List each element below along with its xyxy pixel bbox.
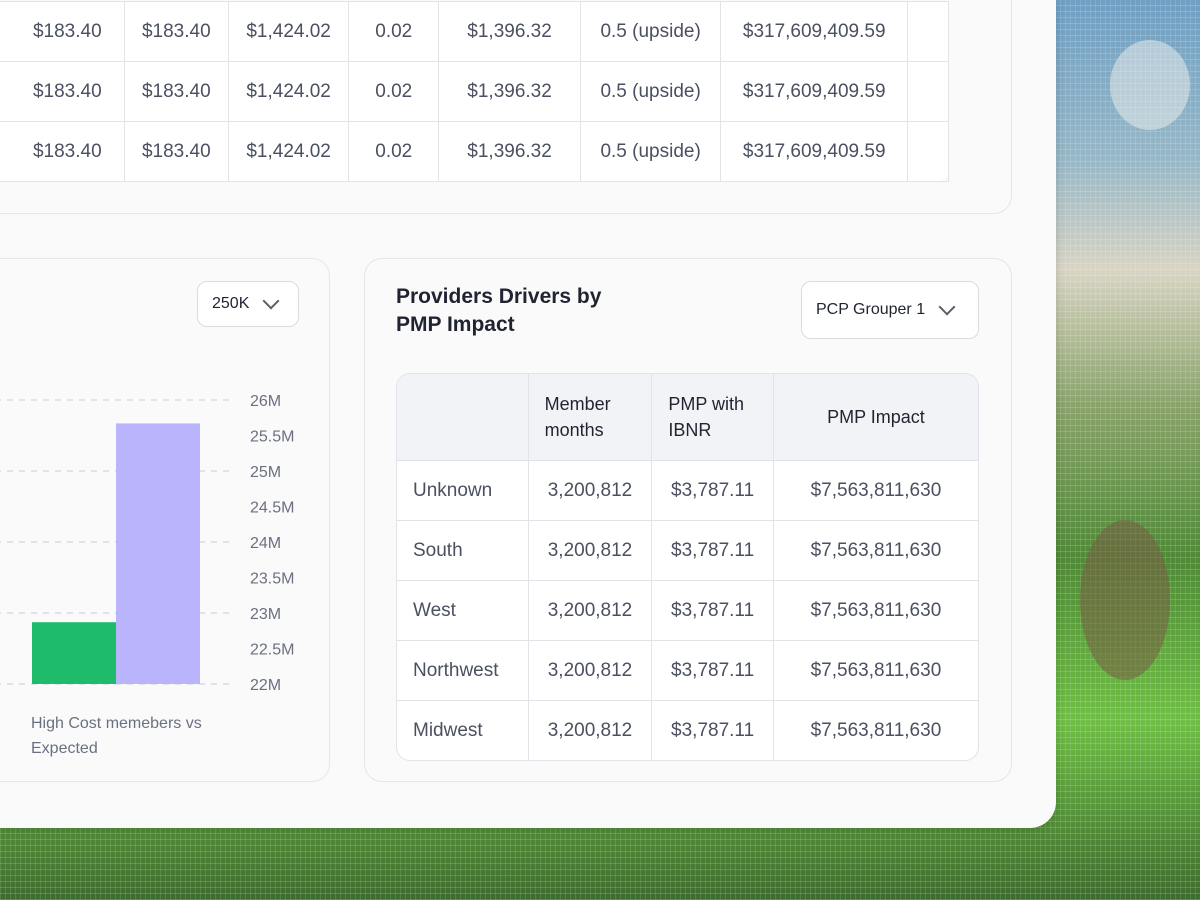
cell-pmp-impact: $7,563,811,630 — [810, 719, 942, 741]
backdrop-rock — [1080, 520, 1170, 680]
table-cell: $183.40 — [123, 121, 229, 182]
table-row: $183.40 $183.40 $1,424.02 0.02 $1,396.32 0.5 … — [0, 121, 949, 182]
table-cell: $1,424.02 — [227, 61, 350, 122]
table-cell: 0.02 — [348, 121, 440, 182]
table-cell: $317,609,409.59 — [720, 1, 909, 62]
chart-caption: High Cost memebers vs Expected — [31, 715, 202, 757]
y-tick-label: 22.5M — [250, 642, 294, 659]
metrics-table-card: $183.40 $183.40 $1,424.02 0.02 $1,396.32 0.5 … — [0, 0, 1012, 214]
threshold-dropdown[interactable]: 250K — [197, 281, 299, 327]
y-tick-label: 22M — [250, 677, 281, 694]
backdrop-rock — [1110, 40, 1190, 130]
y-tick-label: 25M — [250, 464, 281, 481]
table-cell: $1,396.32 — [438, 61, 581, 122]
cell-name: West — [397, 581, 529, 641]
metrics-table: $183.40 $183.40 $1,424.02 0.02 $1,396.32 0.5 … — [0, 1, 949, 182]
table-cell: 0.02 — [348, 1, 440, 62]
dashboard-panel: $183.40 $183.40 $1,424.02 0.02 $1,396.32 0.5 … — [0, 0, 1012, 782]
cell-name: Northwest — [397, 641, 529, 701]
cell-pmp-impact: $7,563,811,630 — [773, 461, 978, 521]
providers-title: Providers Drivers by PMP Impact — [396, 285, 602, 336]
providers-table-header: Member months PMP with IBNR PMP Impact — [397, 374, 978, 461]
table-cell-empty — [907, 121, 949, 182]
table-cell-empty — [907, 1, 949, 62]
cell-pmp-ibnr: $3,787.11 — [652, 581, 774, 641]
grouper-dropdown[interactable]: PCP Grouper 1 — [801, 281, 979, 339]
table-cell: 0.02 — [348, 61, 440, 122]
table-row: West 3,200,812 $3,787.11 $7,563,811,630 — [397, 581, 978, 641]
providers-drivers-card: Providers Drivers by PMP Impact PCP Grou… — [364, 258, 1012, 782]
y-tick-label: 23M — [250, 606, 281, 623]
cell-name: Midwest — [397, 701, 529, 760]
table-cell: $317,609,409.59 — [720, 121, 909, 182]
chart-bar[interactable] — [32, 622, 116, 684]
table-row: Midwest 3,200,812 $3,787.11 $7,563,811,630 — [397, 701, 978, 760]
cell-name: Unknown — [397, 461, 529, 521]
table-cell: $183.40 — [123, 1, 229, 62]
grouper-dropdown-value: PCP Grouper 1 — [816, 301, 926, 318]
cell-pmp-ibnr: $3,787.11 — [652, 521, 774, 581]
high-cost-chart-card: 250K 26M 25.5M 25M 24.5M 24M 23.5M 23M 22.5M 22M… — [0, 258, 330, 782]
chevron-down-icon — [938, 298, 956, 316]
table-cell: $1,424.02 — [227, 1, 350, 62]
high-cost-bar-chart: 26M 25.5M 25M 24.5M 24M 23.5M 23M 22.5M 22M — [0, 393, 294, 694]
y-tick-label: 24M — [250, 535, 281, 552]
table-cell: 0.5 (upside) — [579, 121, 722, 182]
header-region — [397, 374, 529, 461]
threshold-dropdown-value: 250K — [212, 295, 250, 312]
cell-member-months: 3,200,812 — [528, 641, 653, 701]
header-pmp-impact: PMP Impact — [773, 374, 978, 461]
table-row: South 3,200,812 $3,787.11 $7,563,811,630 — [397, 521, 978, 581]
table-cell: 0.5 (upside) — [579, 61, 722, 122]
table-cell: 0.5 (upside) — [579, 1, 722, 62]
y-tick-label: 26M — [250, 393, 281, 410]
y-tick-label: 24.5M — [250, 500, 294, 517]
table-cell: $1,396.32 — [438, 1, 581, 62]
cell-member-months: 3,200,812 — [528, 521, 653, 581]
cell-member-months: 3,200,812 — [528, 581, 653, 641]
table-row: $183.40 $183.40 $1,424.02 0.02 $1,396.32 0.5 … — [0, 1, 949, 62]
y-tick-label: 25.5M — [250, 429, 294, 446]
cell-pmp-impact: $7,563,811,630 — [773, 641, 978, 701]
table-cell-edge: $183.40 — [0, 1, 125, 62]
cell-member-months: 3,200,812 — [528, 461, 653, 521]
table-cell-edge: $183.40 — [0, 61, 125, 122]
cell-pmp-impact: $7,563,811,630 — [773, 581, 978, 641]
header-pmp-ibnr: PMP with IBNR — [652, 374, 774, 461]
y-tick-label: 23.5M — [250, 571, 294, 588]
cell-pmp-ibnr: $3,787.11 — [652, 641, 774, 701]
providers-table: Member months PMP with IBNR PMP Impact U… — [396, 373, 979, 761]
header-member-months: Member months — [528, 374, 653, 461]
table-row: Northwest 3,200,812 $3,787.11 $7,563,811,63… — [397, 641, 978, 701]
table-cell: $1,424.02 — [227, 121, 350, 182]
table-row: $183.40 $183.40 $1,424.02 0.02 $1,396.32 0.5 … — [0, 61, 949, 122]
cell-pmp-ibnr: $3,787.11 — [652, 461, 774, 521]
chart-bar[interactable] — [116, 423, 200, 684]
table-cell-empty — [907, 61, 949, 122]
table-cell: $183.40 — [123, 61, 229, 122]
cell-pmp-impact: $7,563,811,630 — [773, 521, 978, 581]
cell-member-months: 3,200,812 — [529, 701, 653, 760]
cell-pmp-ibnr: $3,787.11 — [652, 701, 774, 760]
table-cell: $317,609,409.59 — [720, 61, 909, 122]
table-cell-edge: $183.40 — [0, 121, 125, 182]
table-cell: $1,396.32 — [438, 121, 581, 182]
table-row: Unknown 3,200,812 $3,787.11 $7,563,811,630 — [397, 461, 978, 521]
cell-name: South — [397, 521, 529, 581]
